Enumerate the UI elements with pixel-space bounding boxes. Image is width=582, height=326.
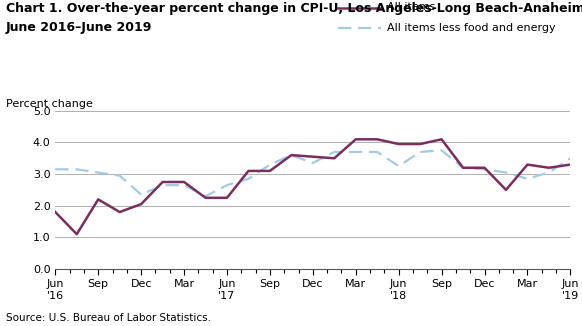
Text: June 2016–June 2019: June 2016–June 2019 xyxy=(6,21,152,34)
Text: Percent change: Percent change xyxy=(6,99,93,109)
Text: All items: All items xyxy=(387,2,435,12)
Text: Chart 1. Over-the-year percent change in CPI-U, Los Angeles-Long Beach-Anaheim, : Chart 1. Over-the-year percent change in… xyxy=(6,2,582,15)
Text: Source: U.S. Bureau of Labor Statistics.: Source: U.S. Bureau of Labor Statistics. xyxy=(6,313,211,323)
Text: All items less food and energy: All items less food and energy xyxy=(387,23,556,33)
